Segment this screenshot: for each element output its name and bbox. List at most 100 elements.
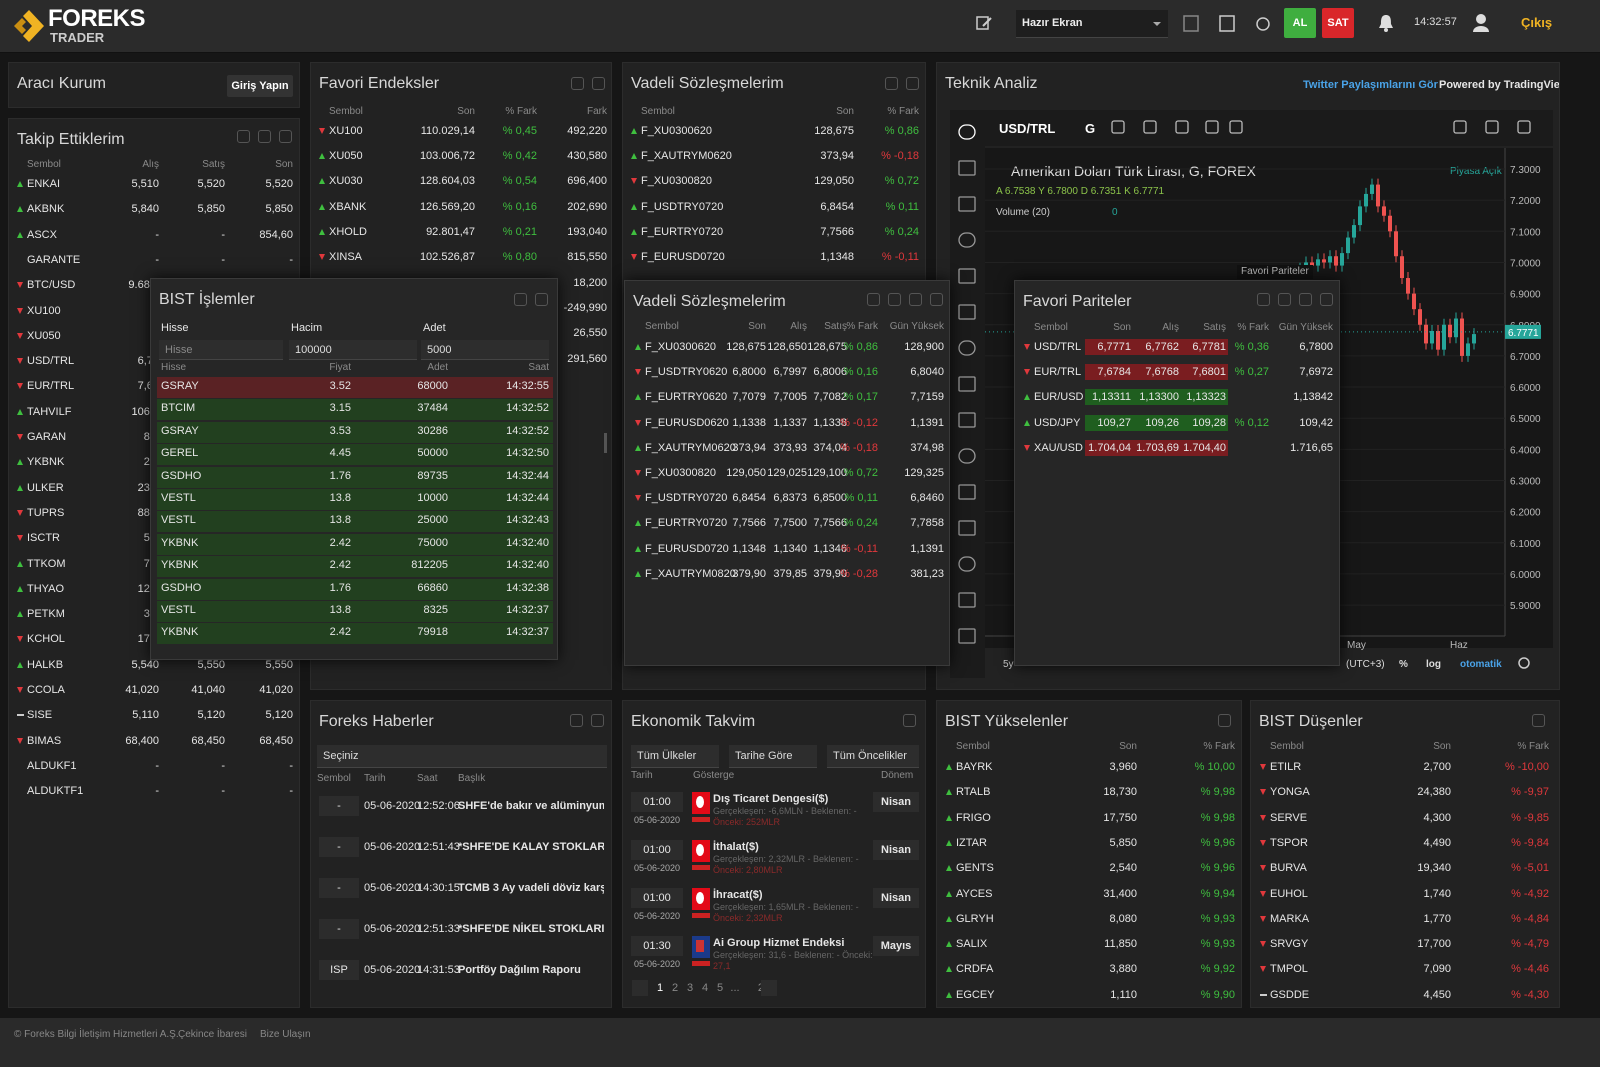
event-date: 05-06-2020 <box>633 863 681 873</box>
candle <box>1376 184 1380 207</box>
cell-highlight <box>1133 389 1181 406</box>
twitter-link[interactable]: Twitter Paylaşımlarını Gör <box>1303 79 1438 91</box>
news-filter[interactable]: Seçiniz <box>317 745 607 768</box>
cell-highlight <box>1085 439 1133 456</box>
trend-down <box>17 737 23 744</box>
bell-icon[interactable] <box>1377 13 1395 33</box>
cell: 14:32:44 <box>506 469 549 482</box>
cell: 14:32:37 <box>506 604 549 616</box>
symbol: ENKAI <box>27 178 61 190</box>
cell: 14:32:43 <box>506 514 549 527</box>
trend-down <box>1260 865 1266 872</box>
cell: 2.42 <box>329 559 351 572</box>
symbol: VESTL <box>161 492 196 504</box>
calendar-filter[interactable]: Tarihe Göre <box>729 745 817 768</box>
gainers-panel: BIST Yükselenler Sembol Son % Fark BAYRK 3,96… <box>936 700 1242 1008</box>
cell: 68000 <box>417 380 448 392</box>
page-link[interactable]: 4 <box>701 982 709 994</box>
news-date: 05-06-2020 <box>364 964 421 976</box>
cell: 2,540 <box>1109 862 1137 875</box>
trend-down <box>17 535 23 542</box>
trend-down <box>17 282 23 289</box>
column-header: Sembol <box>1270 741 1304 752</box>
candle <box>1358 206 1362 226</box>
y-tick-label: 6.2000 <box>1510 508 1541 519</box>
x-tick-label: May <box>1347 640 1366 651</box>
news-headline[interactable]: *SHFE'DE NİKEL STOKLARI 220 T <box>458 923 604 935</box>
page-link[interactable]: ... <box>730 982 740 994</box>
footer-contact[interactable]: Bize Ulaşın <box>260 1029 311 1040</box>
calendar-filter[interactable]: Tüm Öncelikler <box>827 745 919 768</box>
candle <box>1472 334 1476 344</box>
news-symbol-box <box>319 960 359 980</box>
trade-row <box>157 377 553 398</box>
calendar-filter[interactable]: Tüm Ülkeler <box>631 745 719 768</box>
user-icon[interactable] <box>1472 13 1490 33</box>
logout[interactable]: Çıkış <box>1521 15 1553 30</box>
column-header: Dönem <box>881 770 914 781</box>
event-date: 05-06-2020 <box>633 911 681 921</box>
symbol: ETILR <box>1270 761 1302 773</box>
login-button[interactable]: Giriş Yapın <box>227 75 293 97</box>
period-box <box>873 840 919 860</box>
news-headline[interactable]: *SHFE'DE KALAY STOKLARI 117 T <box>458 841 604 853</box>
panel-icon <box>1320 293 1333 306</box>
settings-icon <box>1518 657 1530 669</box>
news-headline[interactable]: TCMB 3 Ay vadeli döviz karşılığı <box>458 882 604 894</box>
event-detail: 27,1 <box>713 961 731 971</box>
cell: 1,110 <box>1110 988 1137 1001</box>
panel-icon <box>1278 293 1291 306</box>
edit-icon[interactable] <box>975 14 993 32</box>
page-link[interactable]: 1 <box>656 982 664 994</box>
priority <box>692 865 710 870</box>
cell: 109,27 <box>1097 416 1131 429</box>
event-detail: Gerçekleşen: 2,32MLR - Beklenen: - <box>713 854 859 864</box>
filter-input[interactable]: Hisse <box>159 340 283 360</box>
symbol: YKBNK <box>161 536 199 549</box>
toolbar-icons[interactable] <box>1180 12 1280 36</box>
panel-icon <box>1218 714 1231 727</box>
cell: 1,770 <box>1423 912 1451 925</box>
cell: 5,840 <box>131 203 159 216</box>
cell: % -9,97 <box>1511 786 1549 799</box>
column-header: Sembol <box>1034 322 1068 333</box>
footer-disclaimer[interactable]: Çekince İbaresi <box>178 1029 247 1040</box>
symbol: F_XU0300620 <box>641 125 712 137</box>
sell-button[interactable]: SAT <box>1322 8 1354 38</box>
cell: % -0,28 <box>840 567 878 580</box>
page-link[interactable]: 2 <box>671 982 679 994</box>
trade-row <box>157 444 553 466</box>
cell: % 9,90 <box>1200 988 1235 1001</box>
cell: % 0,72 <box>843 467 878 479</box>
symbol: EUR/TRL <box>1034 366 1082 379</box>
event-time: 01:00 <box>643 844 671 856</box>
futures-window: Vadeli Sözleşmelerim Sembol Son Alış Satış% … <box>624 280 950 666</box>
buy-button[interactable]: AL <box>1284 8 1316 38</box>
column-header: Son <box>457 106 475 117</box>
top-bar <box>0 0 1600 53</box>
cell: 68,450 <box>191 734 225 747</box>
news-headline[interactable]: Portföy Dağılım Raporu <box>458 964 581 976</box>
cell: 128,650 <box>767 341 807 353</box>
cell-highlight <box>1180 389 1228 406</box>
cell: % 9,96 <box>1200 862 1235 875</box>
trend-down <box>635 369 641 376</box>
cell: % 0,17 <box>843 391 878 404</box>
chart-toolbar-icon <box>1485 120 1499 134</box>
screen-select[interactable]: Hazır Ekran <box>1016 10 1168 38</box>
page-link[interactable]: 5 <box>716 982 724 994</box>
candle <box>1322 259 1326 263</box>
trend-up <box>17 408 23 415</box>
symbol: TTKOM <box>27 557 66 570</box>
cell: 6,8000 <box>732 366 766 379</box>
filter-input[interactable]: 100000 <box>289 340 417 360</box>
candle <box>1352 225 1356 238</box>
cell: % -0,12 <box>840 416 878 429</box>
filter-input[interactable]: 5000 <box>421 340 549 360</box>
cell: 66860 <box>417 581 448 594</box>
cell: - <box>221 228 225 241</box>
page-link[interactable]: 3 <box>686 982 694 994</box>
trade-row <box>157 421 553 443</box>
news-headline[interactable]: SHFE'de bakır ve alüminyum sto <box>458 800 604 812</box>
cell-highlight <box>1133 339 1181 355</box>
